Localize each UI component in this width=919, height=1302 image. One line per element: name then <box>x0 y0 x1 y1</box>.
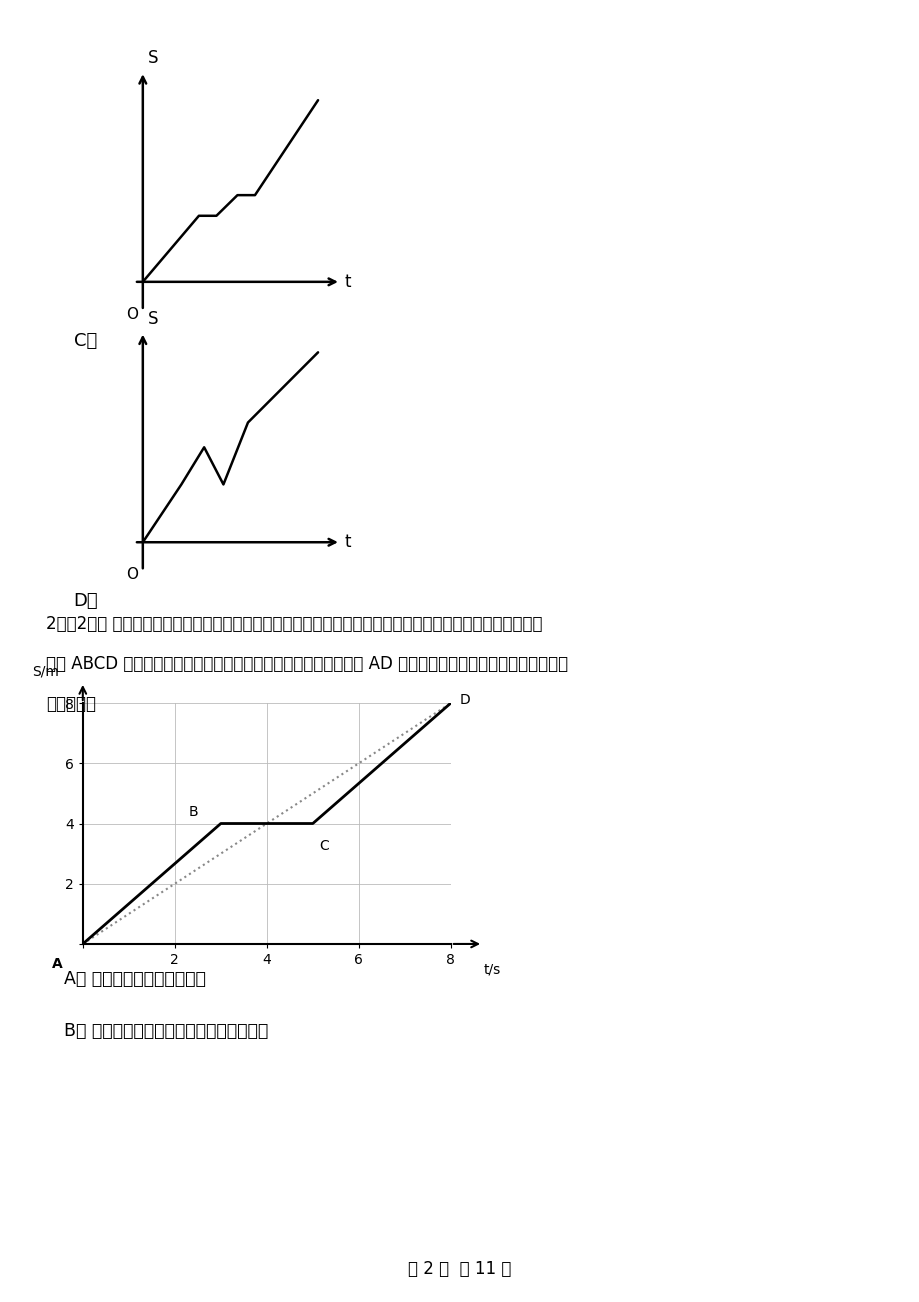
Text: t: t <box>344 273 350 290</box>
Text: S: S <box>148 49 158 68</box>
Text: 第 2 页  共 11 页: 第 2 页 共 11 页 <box>408 1260 511 1279</box>
Text: B． 整个过程中小狗和兔子的平均速度相同: B． 整个过程中小狗和兔子的平均速度相同 <box>64 1022 268 1040</box>
Text: S/m: S/m <box>32 665 60 680</box>
Text: O: O <box>126 566 138 582</box>
Text: 2．（2分） 一只兔子和一条小狗从同一地点出发，同时开始向东运动，兔子的运动距离与时间关系如图中实线: 2．（2分） 一只兔子和一条小狗从同一地点出发，同时开始向东运动，兔子的运动距离… <box>46 615 542 633</box>
Text: t: t <box>344 534 350 551</box>
Text: A: A <box>52 957 62 971</box>
Text: D: D <box>460 693 471 707</box>
Text: O: O <box>126 306 138 322</box>
Text: C: C <box>320 838 329 853</box>
Text: B: B <box>188 805 198 819</box>
Text: t/s: t/s <box>483 962 500 976</box>
Text: 部分 ABCD 所示，小狗的运动距离与时间关系图象如图中虚线部分 AD 所示。则关于该图象下列说法正确的是: 部分 ABCD 所示，小狗的运动距离与时间关系图象如图中虚线部分 AD 所示。则… <box>46 655 568 673</box>
Text: A． 小狗的速度始终比兔子快: A． 小狗的速度始终比兔子快 <box>64 970 206 988</box>
Text: C．: C． <box>74 332 96 350</box>
Text: D．: D． <box>74 592 98 611</box>
Text: （　　）。: （ ）。 <box>46 695 96 713</box>
Text: S: S <box>148 310 158 328</box>
